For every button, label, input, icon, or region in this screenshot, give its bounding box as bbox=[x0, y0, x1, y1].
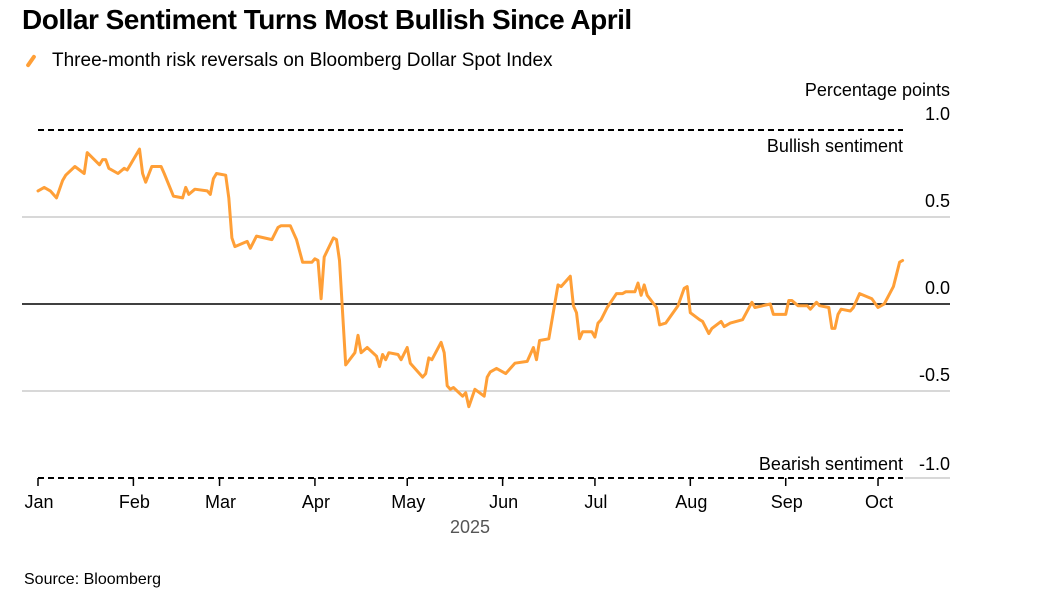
source-note: Source: Bloomberg bbox=[24, 571, 161, 588]
x-tick-label: Jul bbox=[584, 492, 607, 512]
x-tick-label: Oct bbox=[865, 492, 893, 512]
y-tick-label: 0.0 bbox=[925, 278, 950, 298]
y-axis-label: Percentage points bbox=[805, 80, 950, 100]
y-tick-label: -0.5 bbox=[919, 365, 950, 385]
x-axis-label: 2025 bbox=[450, 517, 490, 537]
data-points bbox=[37, 149, 903, 407]
x-tick-label: Sep bbox=[771, 492, 803, 512]
x-tick-label: Mar bbox=[205, 492, 236, 512]
gridlines bbox=[22, 129, 950, 479]
x-tick-label: Feb bbox=[119, 492, 150, 512]
legend-label: Three-month risk reversals on Bloomberg … bbox=[52, 50, 553, 71]
series-line bbox=[36, 147, 905, 409]
annotation-bearish: Bearish sentiment bbox=[759, 454, 903, 474]
y-tick-label: 0.5 bbox=[925, 191, 950, 211]
x-tick-labels: Jan Feb Mar Apr May Jun Jul Aug Sep Oct bbox=[24, 478, 893, 512]
y-tick-labels: 1.0 0.5 0.0 -0.5 -1.0 bbox=[919, 104, 950, 474]
x-tick-label: May bbox=[391, 492, 425, 512]
annotation-bullish: Bullish sentiment bbox=[767, 136, 903, 156]
x-tick-label: Aug bbox=[675, 492, 707, 512]
legend: Three-month risk reversals on Bloomberg … bbox=[24, 50, 553, 72]
y-tick-label: 1.0 bbox=[925, 104, 950, 124]
x-tick-label: Jun bbox=[489, 492, 518, 512]
x-tick-label: Jan bbox=[24, 492, 53, 512]
y-tick-label: -1.0 bbox=[919, 454, 950, 474]
chart-title: Dollar Sentiment Turns Most Bullish Sinc… bbox=[22, 4, 632, 35]
x-tick-label: Apr bbox=[302, 492, 330, 512]
